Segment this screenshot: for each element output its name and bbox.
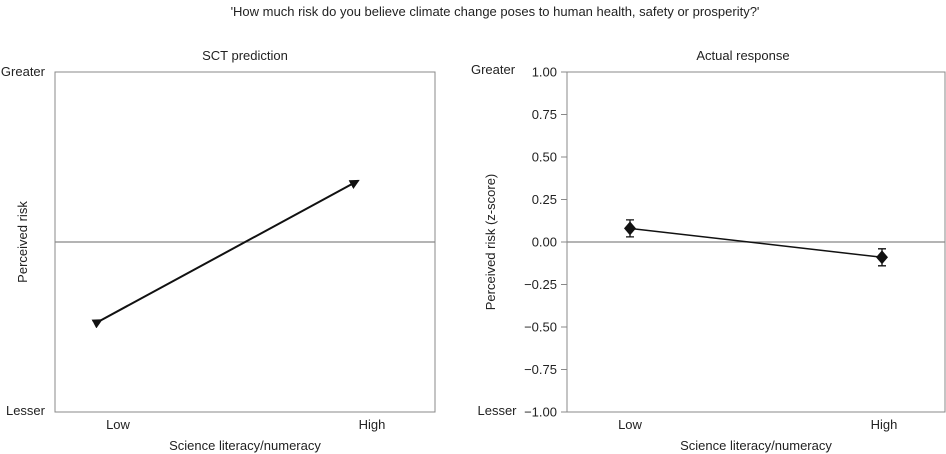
y-tick-label: −0.25 [524, 277, 557, 292]
left-x-axis-label: Science literacy/numeracy [169, 438, 321, 453]
sct-prediction-arrow [91, 179, 360, 329]
y-tick-label: −1.00 [524, 405, 557, 420]
actual-response-series [624, 219, 888, 267]
y-tick-label: 0.00 [532, 235, 557, 250]
right-y-axis-label: Perceived risk (z-score) [483, 174, 498, 311]
left-x-tick-high: High [359, 417, 386, 432]
y-tick-label: 0.25 [532, 192, 557, 207]
y-tick-label: 1.00 [532, 65, 557, 80]
right-x-axis-label: Science literacy/numeracy [680, 438, 832, 453]
right-chart-title: Actual response [696, 48, 789, 63]
data-point-diamond [624, 221, 636, 236]
y-tick-label: 0.50 [532, 150, 557, 165]
data-point-diamond [876, 250, 888, 265]
right-side-tick-bottom: Lesser [477, 403, 517, 418]
panel-sct-prediction: SCT prediction Greater Lesser Perceived … [1, 48, 436, 453]
series-line [629, 227, 883, 259]
left-y-axis-label: Perceived risk [15, 201, 30, 283]
left-y-tick-bottom: Lesser [6, 403, 46, 418]
y-tick-label: −0.75 [524, 362, 557, 377]
right-side-tick-top: Greater [471, 62, 516, 77]
right-y-ticks: 1.00 0.75 0.50 0.25 0.00 −0.25 −0.50 −0.75 −1.00 [524, 65, 567, 420]
right-x-tick-low: Low [618, 417, 642, 432]
right-x-tick-high: High [871, 417, 898, 432]
y-tick-label: −0.50 [524, 320, 557, 335]
left-x-tick-low: Low [106, 417, 130, 432]
y-tick-label: 0.75 [532, 107, 557, 122]
left-y-tick-top: Greater [1, 64, 46, 79]
figure-title: 'How much risk do you believe climate ch… [231, 4, 760, 19]
panel-actual-response: Actual response Greater Lesser Perceived… [471, 48, 946, 453]
left-chart-title: SCT prediction [202, 48, 288, 63]
